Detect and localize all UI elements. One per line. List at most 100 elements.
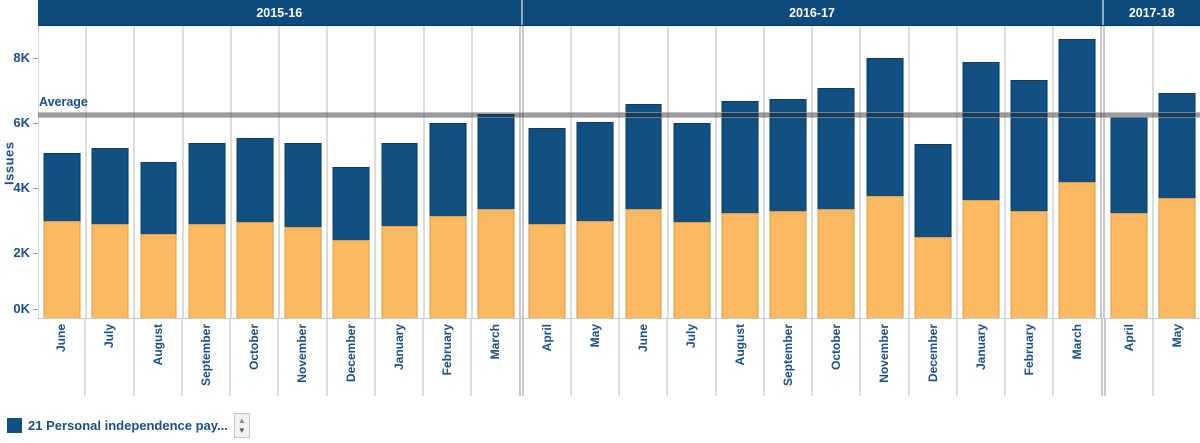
bar-segment-navy[interactable]: [625, 103, 663, 210]
month-label[interactable]: September: [198, 324, 213, 387]
legend-item-label[interactable]: 21 Personal independence pay...: [28, 417, 228, 433]
bar-segment-navy[interactable]: [236, 137, 274, 223]
month-label[interactable]: February: [1022, 324, 1037, 376]
bar-segment-navy[interactable]: [91, 147, 129, 224]
month-label[interactable]: November: [877, 324, 892, 383]
bar-segment-navy[interactable]: [914, 144, 952, 237]
month-label[interactable]: July: [684, 324, 699, 349]
bar-segment-navy[interactable]: [962, 61, 1000, 200]
month-label[interactable]: July: [102, 324, 117, 349]
legend-scroll-up-icon[interactable]: ▲: [237, 415, 246, 425]
month-label[interactable]: May: [587, 324, 602, 348]
month-label[interactable]: May: [1169, 324, 1184, 348]
bar-segment-navy[interactable]: [721, 100, 759, 213]
bar-segment-orange[interactable]: [332, 240, 370, 318]
bar-segment-navy[interactable]: [284, 142, 322, 228]
month-label[interactable]: January: [391, 324, 406, 371]
bar-november-2015-16[interactable]: [284, 142, 322, 318]
bar-segment-orange[interactable]: [1110, 212, 1148, 318]
bar-segment-navy[interactable]: [332, 167, 370, 241]
bar-segment-orange[interactable]: [721, 212, 759, 318]
bar-segment-navy[interactable]: [528, 128, 566, 224]
bar-february-2015-16[interactable]: [429, 123, 467, 318]
bar-segment-navy[interactable]: [1058, 38, 1096, 182]
bar-september-2015-16[interactable]: [188, 142, 226, 318]
bar-segment-orange[interactable]: [1010, 210, 1048, 318]
bar-segment-navy[interactable]: [576, 121, 614, 221]
bar-segment-orange[interactable]: [429, 215, 467, 318]
bar-may-2016-17[interactable]: [576, 121, 614, 318]
year-band-2016-17[interactable]: 2016-17: [520, 0, 1102, 25]
bar-april-2017-18[interactable]: [1110, 116, 1148, 318]
bar-segment-navy[interactable]: [477, 113, 515, 210]
bar-august-2016-17[interactable]: [721, 100, 759, 318]
bar-segment-navy[interactable]: [817, 87, 855, 210]
bar-segment-orange[interactable]: [381, 225, 418, 318]
bar-segment-orange[interactable]: [284, 227, 322, 318]
month-label[interactable]: February: [440, 324, 455, 376]
bar-july-2015-16[interactable]: [91, 147, 129, 318]
bar-segment-orange[interactable]: [866, 196, 904, 318]
month-label[interactable]: April: [539, 324, 554, 352]
bar-segment-navy[interactable]: [429, 123, 467, 216]
month-label[interactable]: June: [54, 324, 69, 353]
bar-segment-orange[interactable]: [91, 223, 129, 318]
bar-september-2016-17[interactable]: [769, 99, 807, 318]
year-band-2015-16[interactable]: 2015-16: [38, 0, 521, 25]
bar-segment-orange[interactable]: [769, 210, 807, 318]
bar-segment-navy[interactable]: [43, 152, 81, 221]
month-label[interactable]: June: [636, 324, 651, 353]
bar-segment-navy[interactable]: [1110, 116, 1148, 213]
bar-december-2016-17[interactable]: [914, 144, 952, 318]
bar-january-2016-17[interactable]: [962, 61, 1000, 318]
month-label[interactable]: November: [295, 324, 310, 383]
month-label[interactable]: March: [1070, 324, 1085, 360]
bar-march-2015-16[interactable]: [477, 113, 515, 318]
month-label[interactable]: April: [1121, 324, 1136, 352]
bar-segment-orange[interactable]: [236, 222, 274, 318]
bar-march-2016-17[interactable]: [1058, 38, 1096, 318]
bar-february-2016-17[interactable]: [1010, 79, 1048, 318]
month-label[interactable]: March: [488, 324, 503, 360]
bar-segment-navy[interactable]: [866, 58, 904, 197]
bar-segment-orange[interactable]: [140, 233, 177, 318]
bar-april-2016-17[interactable]: [528, 128, 566, 318]
bar-segment-orange[interactable]: [817, 209, 855, 318]
month-label[interactable]: October: [829, 324, 844, 371]
bar-segment-navy[interactable]: [140, 162, 177, 234]
month-label[interactable]: December: [343, 324, 358, 383]
bar-segment-orange[interactable]: [43, 220, 81, 318]
bar-segment-navy[interactable]: [381, 142, 418, 226]
bar-october-2016-17[interactable]: [817, 87, 855, 318]
year-band-2017-18[interactable]: 2017-18: [1101, 0, 1200, 25]
month-label[interactable]: August: [150, 324, 165, 366]
bar-segment-orange[interactable]: [1158, 198, 1196, 318]
legend-scroll-down-icon[interactable]: ▼: [237, 425, 246, 435]
bar-november-2016-17[interactable]: [866, 58, 904, 318]
bar-january-2015-16[interactable]: [381, 142, 418, 318]
bar-segment-orange[interactable]: [914, 236, 952, 318]
bar-july-2016-17[interactable]: [673, 123, 711, 318]
bar-june-2016-17[interactable]: [625, 103, 663, 318]
month-label[interactable]: October: [247, 324, 262, 371]
bar-segment-navy[interactable]: [1158, 92, 1196, 198]
bar-june-2015-16[interactable]: [43, 152, 81, 318]
bar-segment-navy[interactable]: [673, 123, 711, 223]
bar-segment-navy[interactable]: [769, 99, 807, 211]
bar-segment-orange[interactable]: [962, 199, 1000, 318]
bar-segment-orange[interactable]: [673, 222, 711, 318]
month-label[interactable]: December: [925, 324, 940, 383]
bar-segment-navy[interactable]: [188, 142, 226, 224]
bar-october-2015-16[interactable]: [236, 137, 274, 318]
month-label[interactable]: January: [973, 324, 988, 371]
bar-segment-orange[interactable]: [477, 209, 515, 318]
bar-segment-orange[interactable]: [188, 223, 226, 318]
bar-segment-navy[interactable]: [1010, 79, 1048, 211]
bar-august-2015-16[interactable]: [140, 162, 177, 318]
bar-may-2017-18[interactable]: [1158, 92, 1196, 318]
bar-december-2015-16[interactable]: [332, 167, 370, 318]
bar-segment-orange[interactable]: [1058, 181, 1096, 318]
bar-segment-orange[interactable]: [576, 220, 614, 318]
bar-segment-orange[interactable]: [625, 209, 663, 318]
legend-scroll-spinner[interactable]: ▲ ▼: [233, 412, 250, 438]
